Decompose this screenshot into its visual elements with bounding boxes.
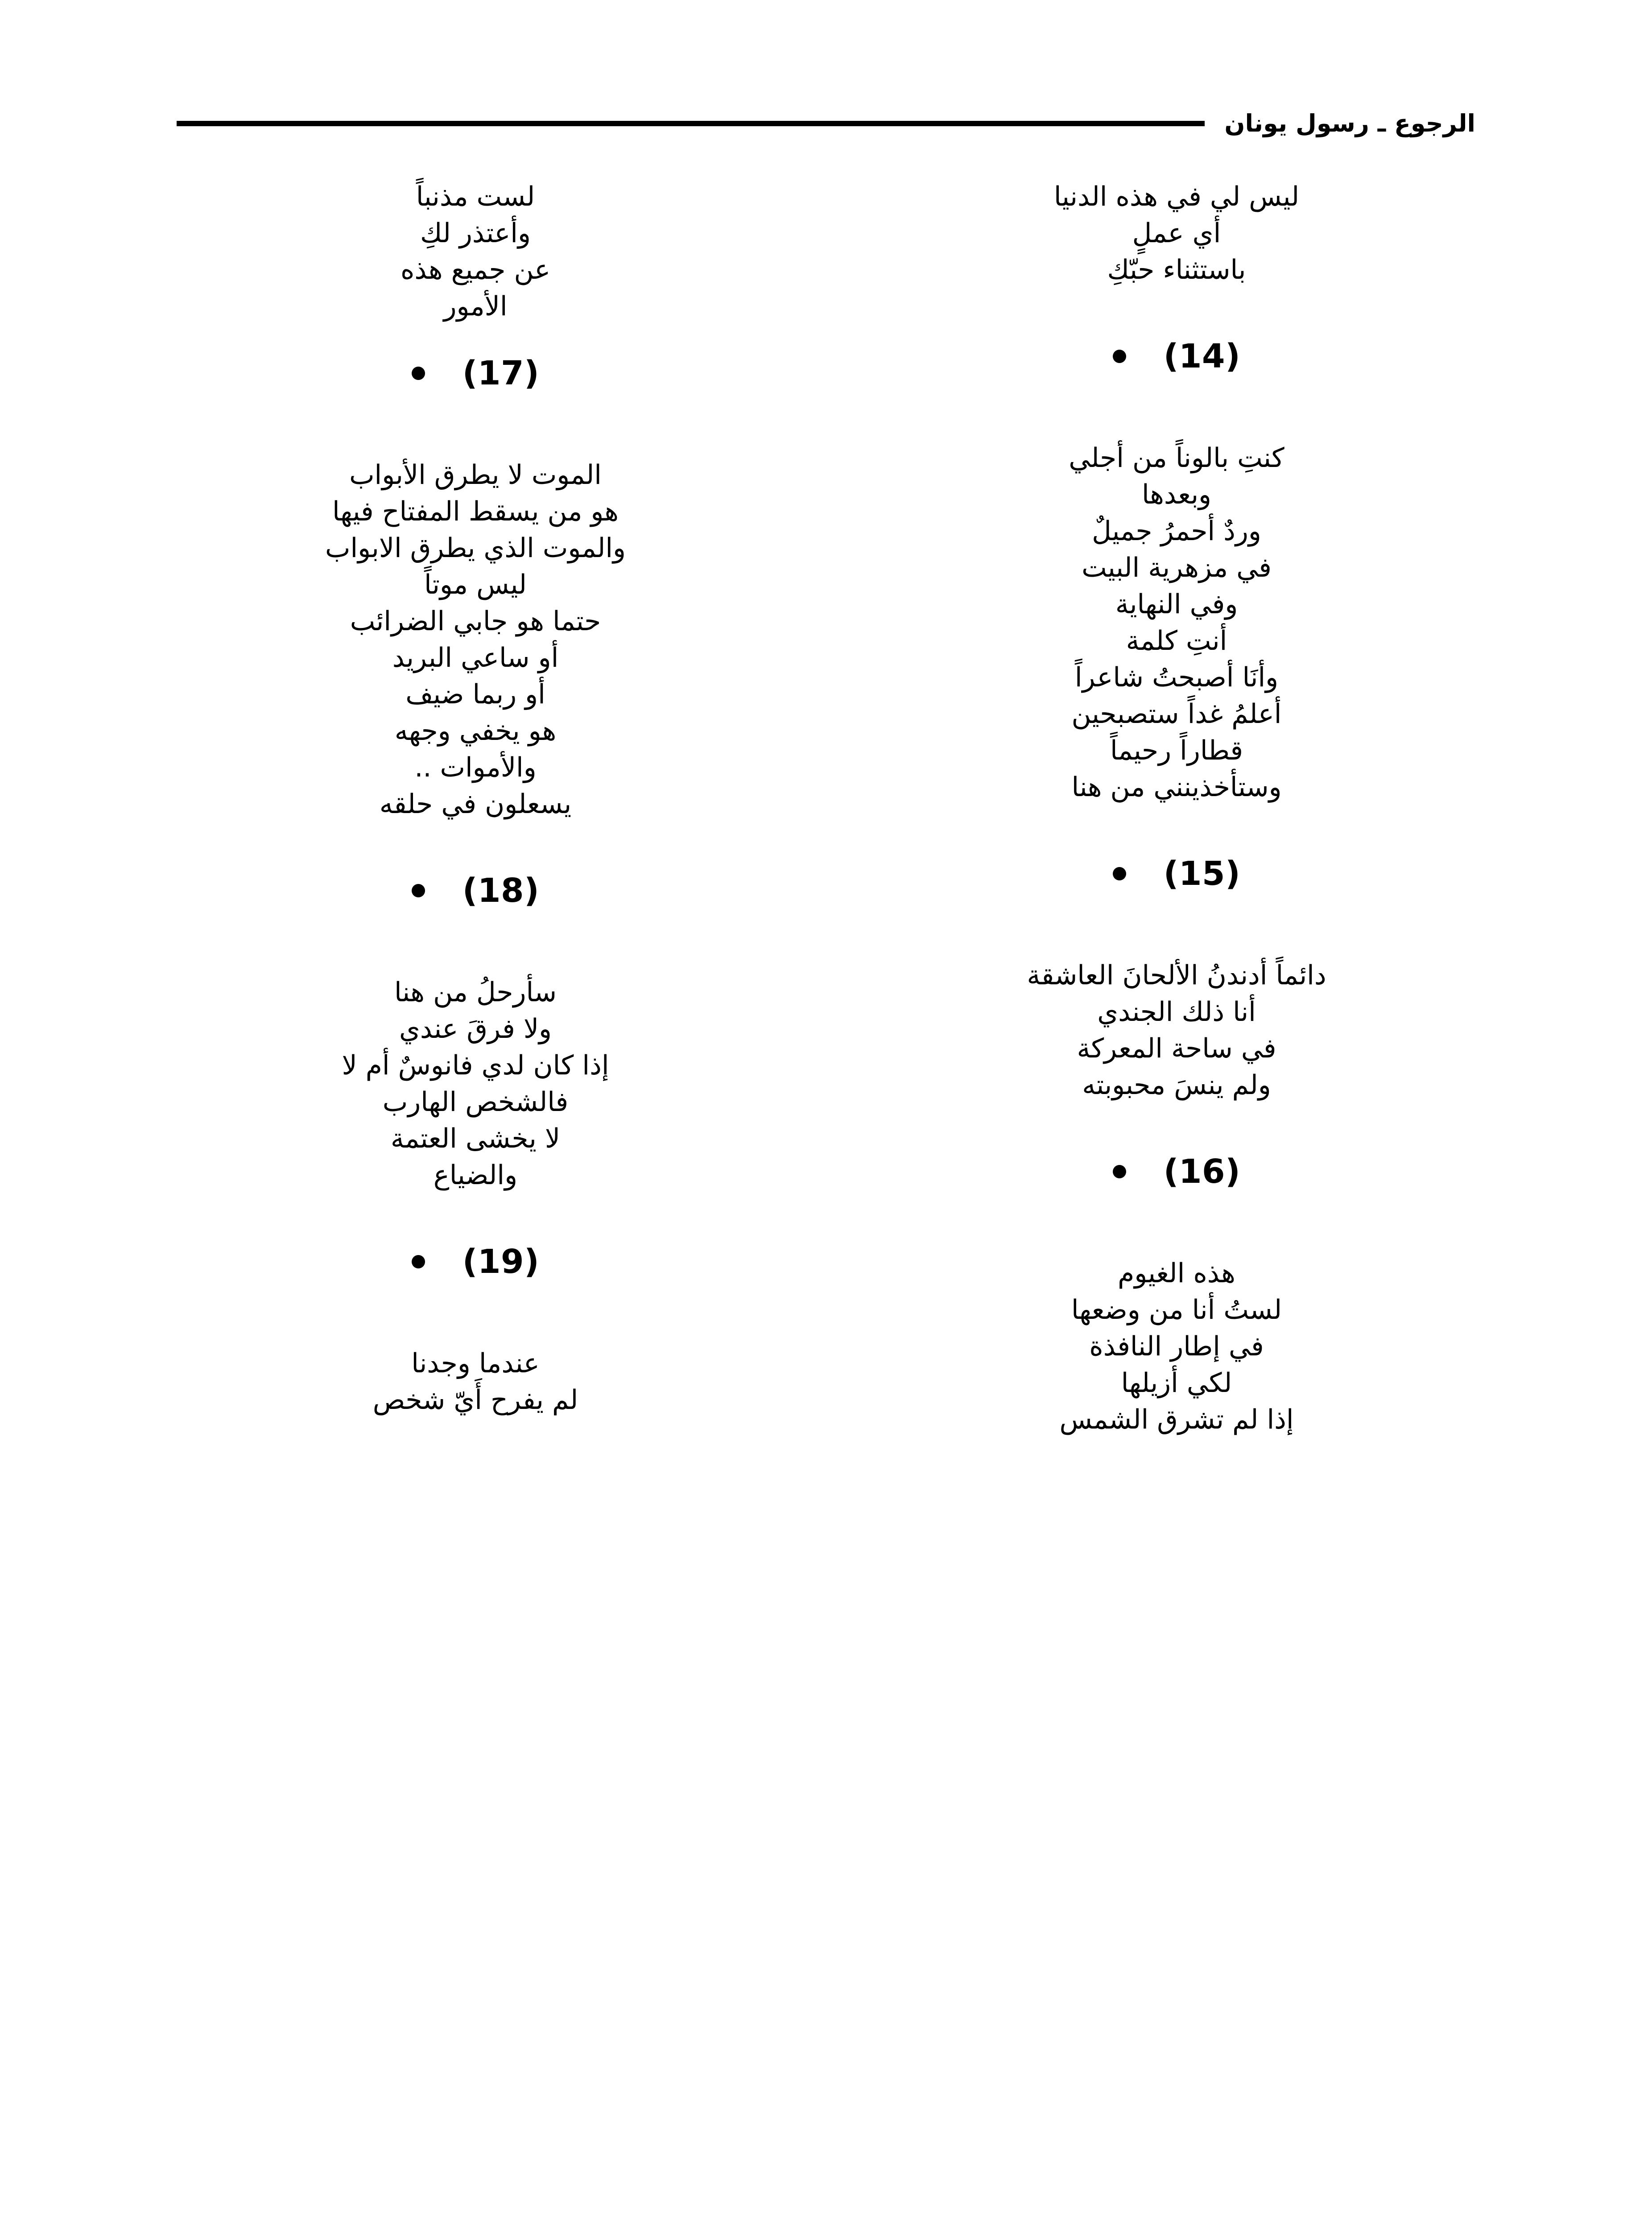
poem-line: الأمور [443, 291, 508, 322]
bullet-icon [1112, 867, 1126, 880]
poem-line: الموت لا يطرق الأبواب [349, 459, 602, 491]
section-number-label: (19) [462, 1243, 540, 1281]
poem-line: في ساحة المعركة [1077, 1033, 1276, 1064]
section-number-label: (14) [1163, 337, 1241, 376]
bullet-icon [411, 1255, 425, 1268]
poem-line: وأنَا أصبحتُ شاعراً [1074, 662, 1279, 693]
poem-line: هذه الغيوم [1118, 1258, 1235, 1289]
running-header-rule [177, 121, 1205, 126]
poem-line: أنتِ كلمة [1126, 625, 1227, 657]
spacer [878, 1188, 1475, 1255]
right-column: ليس لي في هذه الدنيا أي عملٍ باستثناء حب… [878, 178, 1475, 1438]
poem-line: لم يفرح أَيّ شخص [372, 1384, 578, 1416]
spacer [177, 1193, 774, 1245]
poem-line: لكي أزيلها [1121, 1367, 1232, 1399]
poem-line: حتما هو جابي الضرائب [350, 606, 601, 637]
poem-line: أو ساعي البريد [392, 642, 559, 673]
spacer [177, 1278, 774, 1345]
bullet-icon [1112, 350, 1126, 363]
poem-line: كنتِ بالوناً من أجلي [1069, 442, 1284, 474]
poem-line: لستُ أنا من وضعها [1071, 1294, 1282, 1326]
poem-line: يسعلون في حلقه [379, 789, 572, 820]
poem-line: والأموات .. [414, 752, 537, 783]
section-marker-14: (14) [878, 340, 1475, 373]
section-number-label: (18) [462, 871, 540, 910]
poem-line: قطاراً رحيماً [1110, 735, 1243, 766]
poem-line: دائماً أدندنُ الألحانَ العاشقة [1027, 960, 1326, 991]
page-footer: 81 الآداب العالمية ـ العدد 187 ـ صيف 202… [177, 2220, 1475, 2230]
poem-line: لا يخشى العتمة [390, 1123, 561, 1154]
spacer [177, 390, 774, 457]
poem-line: ليس لي في هذه الدنيا [1053, 181, 1300, 212]
section-marker-18: (18) [177, 874, 774, 907]
poem-line: أو ربما ضيف [405, 679, 545, 710]
left-column: لست مذنباً وأعتذر لكِ عن جميع هذه الأمور… [177, 178, 774, 1418]
poem-line: باستثناء حبّكِ [1107, 254, 1246, 285]
stanza-17: الموت لا يطرق الأبواب هو من يسقط المفتاح… [177, 457, 774, 822]
poem-line: في إطار النافذة [1089, 1331, 1264, 1362]
poem-line: وفي النهاية [1115, 589, 1238, 620]
spacer [177, 325, 774, 357]
spacer [878, 1103, 1475, 1155]
poem-line: وردٌ أحمرُ جميلٌ [1092, 516, 1261, 547]
poem-line: وستأخذينني من هنا [1071, 772, 1282, 803]
poem-line: وأعتذر لكِ [420, 218, 531, 249]
stanza-13-tail: ليس لي في هذه الدنيا أي عملٍ باستثناء حب… [878, 178, 1475, 288]
spacer [878, 373, 1475, 440]
poem-line: سأرحلُ من هنا [394, 977, 557, 1008]
poem-line: هو يخفي وجهه [394, 715, 557, 747]
poem-line: إذا لم تشرق الشمس [1059, 1404, 1294, 1435]
spacer [177, 907, 774, 974]
poem-line: ليس موتاً [424, 569, 527, 600]
poem-line: إذا كان لدي فانوسٌ أم لا [342, 1050, 609, 1081]
poem-line: ولا فرقَ عندي [399, 1013, 552, 1045]
poem-line: وبعدها [1141, 479, 1212, 510]
section-number-label: (16) [1163, 1152, 1241, 1191]
section-number-label: (17) [462, 354, 540, 392]
poem-line: أنا ذلك الجندي [1097, 996, 1256, 1028]
poem-line: هو من يسقط المفتاح فيها [332, 496, 619, 527]
section-marker-17: (17) [177, 357, 774, 390]
stanza-16-tail: لست مذنباً وأعتذر لكِ عن جميع هذه الأمور [177, 178, 774, 325]
spacer [878, 805, 1475, 857]
section-marker-15: (15) [878, 857, 1475, 890]
bullet-icon [411, 367, 425, 380]
stanza-19: عندما وجدنا لم يفرح أَيّ شخص [177, 1345, 774, 1418]
section-marker-19: (19) [177, 1245, 774, 1278]
poem-line: لست مذنباً [416, 181, 535, 212]
bullet-icon [411, 884, 425, 897]
bullet-icon [1112, 1165, 1126, 1178]
poem-line: في مزهرية البيت [1082, 552, 1272, 583]
stanza-18: سأرحلُ من هنا ولا فرقَ عندي إذا كان لدي … [177, 974, 774, 1193]
poem-line: أعلمُ غداً ستصبحين [1071, 698, 1282, 730]
poem-line: والضياع [433, 1160, 518, 1191]
stanza-15: دائماً أدندنُ الألحانَ العاشقة أنا ذلك ا… [878, 957, 1475, 1103]
running-header: الرجوع ـ رسول يونان [177, 103, 1475, 144]
poem-line: عندما وجدنا [411, 1348, 540, 1379]
poem-line: عن جميع هذه [400, 254, 550, 285]
stanza-14: كنتِ بالوناً من أجلي وبعدها وردٌ أحمرُ ج… [878, 440, 1475, 805]
section-marker-16: (16) [878, 1155, 1475, 1188]
poem-line: فالشخص الهارب [382, 1086, 569, 1118]
poem-line: ولم ينسَ محبوبته [1082, 1070, 1271, 1101]
poem-line: أي عملٍ [1132, 218, 1221, 249]
spacer [177, 822, 774, 874]
stanza-16: هذه الغيوم لستُ أنا من وضعها في إطار الن… [878, 1255, 1475, 1438]
spacer [878, 288, 1475, 340]
section-number-label: (15) [1163, 855, 1241, 893]
poem-columns: ليس لي في هذه الدنيا أي عملٍ باستثناء حب… [177, 178, 1475, 2118]
poem-line: والموت الذي يطرق الابواب [325, 533, 626, 564]
spacer [878, 890, 1475, 957]
running-header-title: الرجوع ـ رسول يونان [1224, 109, 1475, 137]
